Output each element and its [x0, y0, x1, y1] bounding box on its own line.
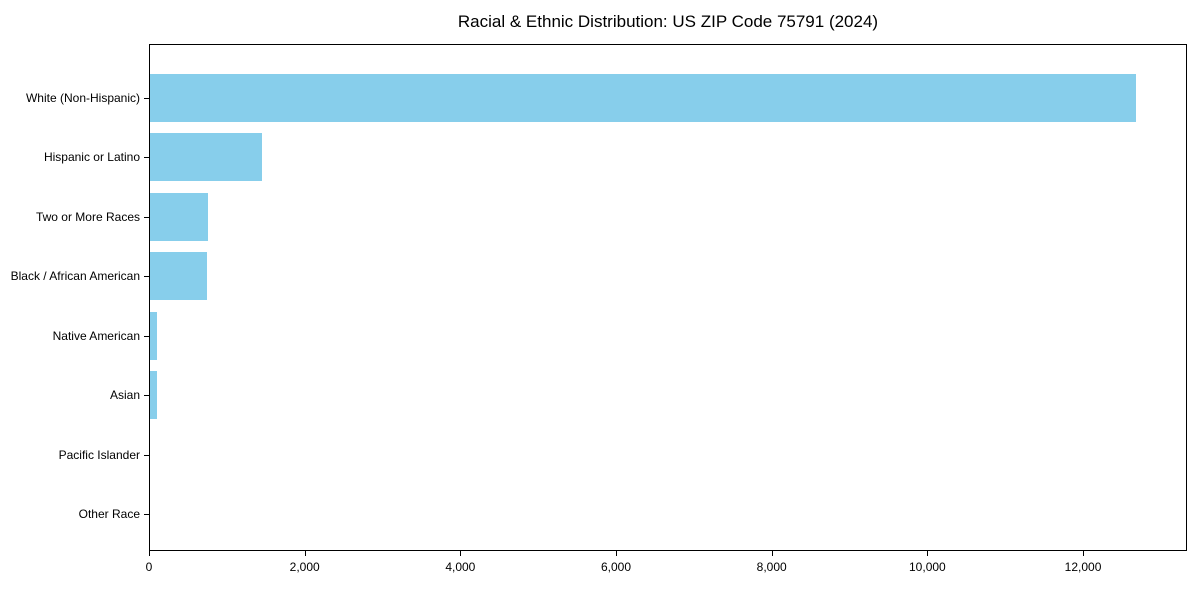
chart-title: Racial & Ethnic Distribution: US ZIP Cod… — [457, 12, 879, 31]
category-label: Hispanic or Latino — [43, 150, 140, 164]
y-tick-mark — [144, 97, 149, 99]
y-tick-mark — [144, 157, 149, 158]
plot-area — [149, 44, 1187, 551]
x-tick-mark — [304, 551, 306, 556]
bar — [150, 73, 1137, 122]
bar — [150, 371, 157, 419]
y-tick-mark — [144, 276, 149, 277]
x-tick-mark — [927, 551, 929, 556]
category-label: Native American — [52, 328, 140, 343]
x-tick-mark — [460, 551, 462, 556]
y-tick-mark — [144, 454, 149, 456]
x-tick-label: 10,000 — [909, 560, 946, 574]
x-tick-label: 4,000 — [445, 560, 476, 574]
x-tick-label: 12,000 — [1064, 560, 1102, 574]
category-label: Two or More Races — [35, 209, 140, 224]
bar — [150, 192, 208, 241]
category-label: Black / African American — [10, 269, 140, 283]
x-tick-label: 0 — [145, 560, 153, 574]
bar — [150, 311, 158, 360]
y-tick-mark — [144, 514, 149, 515]
bar — [150, 133, 263, 181]
category-label: Asian — [109, 388, 140, 402]
x-tick-mark — [1083, 551, 1085, 556]
category-label: Pacific Islander — [58, 447, 140, 462]
category-label: Other Race — [78, 507, 140, 521]
y-tick-mark — [144, 395, 149, 396]
x-tick-mark — [149, 551, 150, 556]
y-tick-mark — [144, 216, 149, 218]
x-tick-label: 2,000 — [289, 560, 320, 574]
x-tick-mark — [771, 551, 773, 556]
bar — [150, 252, 208, 300]
x-tick-label: 8,000 — [756, 560, 787, 574]
y-tick-mark — [144, 335, 149, 337]
x-tick-mark — [616, 551, 618, 556]
x-tick-label: 6,000 — [601, 560, 632, 574]
category-label: White (Non-Hispanic) — [25, 90, 140, 105]
